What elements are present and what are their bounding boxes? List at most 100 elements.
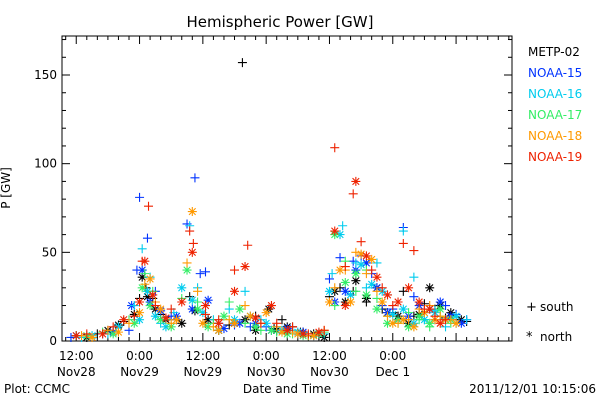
north-point [351, 269, 361, 279]
north-point [414, 311, 424, 321]
south-point [124, 318, 134, 328]
north-point [177, 283, 187, 293]
south-point [409, 272, 419, 282]
north-point [137, 283, 147, 293]
south-point [129, 301, 139, 311]
north-point [261, 318, 271, 328]
south-point [330, 301, 340, 311]
south-point [240, 286, 250, 296]
south-point [230, 265, 240, 275]
north-point [382, 318, 392, 328]
x-tick-date-label: Nov29 [120, 365, 159, 379]
south-point [377, 283, 387, 293]
south-point [356, 237, 366, 247]
north-point [161, 313, 171, 323]
north-point [219, 324, 229, 334]
north-point [187, 295, 197, 305]
marker-legend: + south * north [526, 300, 574, 345]
south-point [330, 143, 340, 153]
north-point [177, 318, 187, 328]
north-point [372, 272, 382, 282]
south-point [324, 274, 334, 284]
plot-frame [61, 35, 513, 342]
north-point [156, 304, 166, 314]
south-point [348, 189, 358, 199]
plot-credit: Plot: CCMC [4, 382, 70, 396]
north-point [367, 279, 377, 289]
north-point [137, 272, 147, 282]
south-point [103, 325, 113, 335]
marker-legend-label: north [540, 330, 572, 344]
south-point [441, 301, 451, 311]
north-point [277, 327, 287, 337]
north-point [361, 258, 371, 268]
south-point [240, 318, 250, 328]
north-point [219, 311, 229, 321]
north-point [340, 301, 350, 311]
legend-entry: NOAA-17 [528, 108, 582, 122]
x-tick-label: 0:00 [379, 349, 406, 363]
north-point [71, 331, 81, 341]
south-point [388, 301, 398, 311]
south-point [398, 238, 408, 248]
north-point [425, 304, 435, 314]
south-point [208, 322, 218, 332]
south-point [224, 315, 234, 325]
north-point [451, 311, 461, 321]
legend-entry: NOAA-19 [528, 150, 582, 164]
north-point [340, 277, 350, 287]
north-point [266, 325, 276, 335]
legend-entry: METP-02 [528, 45, 580, 59]
south-point [140, 269, 150, 279]
north-point [367, 254, 377, 264]
south-point [240, 301, 250, 311]
south-point [327, 269, 337, 279]
marker-legend-symbol: + [526, 300, 537, 315]
south-point [277, 315, 287, 325]
north-point [435, 297, 445, 307]
south-point [193, 286, 203, 296]
north-point [113, 322, 123, 332]
north-point [203, 295, 213, 305]
north-point [156, 315, 166, 325]
north-point [298, 329, 308, 339]
north-point [330, 226, 340, 236]
north-point [214, 318, 224, 328]
north-point [409, 322, 419, 332]
north-point [129, 318, 139, 328]
north-point [351, 176, 361, 186]
north-point [190, 306, 200, 316]
south-point [150, 301, 160, 311]
north-point [388, 318, 398, 328]
y-tick-label: 50 [42, 245, 57, 259]
north-point [261, 308, 271, 318]
data-points [66, 58, 472, 342]
y-axis-label: P [GW] [0, 167, 13, 209]
north-point [251, 322, 261, 332]
north-point [200, 301, 210, 311]
north-point [145, 274, 155, 284]
south-point [200, 309, 210, 319]
north-point [198, 308, 208, 318]
south-point [367, 265, 377, 275]
north-point [382, 290, 392, 300]
north-point [145, 301, 155, 311]
south-point [188, 238, 198, 248]
north-point [137, 265, 147, 275]
north-point [245, 311, 255, 321]
north-point [398, 315, 408, 325]
north-point [404, 322, 414, 332]
north-point [161, 322, 171, 332]
south-point [135, 192, 145, 202]
south-point [185, 226, 195, 236]
north-point [203, 322, 213, 332]
south-point [340, 262, 350, 272]
y-tick-label: 100 [34, 157, 57, 171]
north-point [113, 327, 123, 337]
south-point [82, 329, 92, 339]
north-point [372, 304, 382, 314]
plot-timestamp: 2011/12/01 10:15:06 [469, 382, 596, 396]
north-point [150, 311, 160, 321]
north-point [393, 297, 403, 307]
x-tick-date-label: Dec 1 [375, 365, 410, 379]
